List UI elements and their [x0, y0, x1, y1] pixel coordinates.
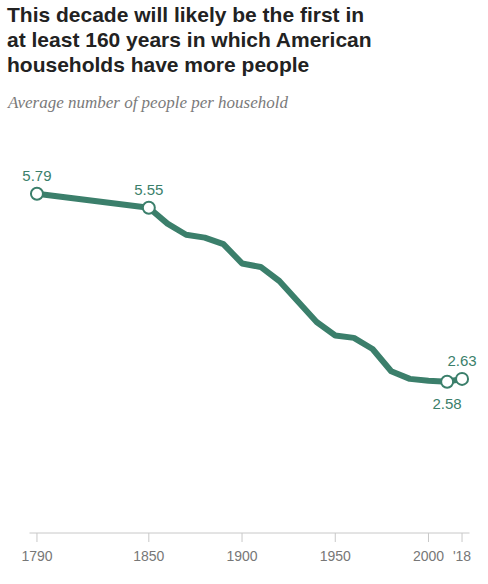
- x-axis: [30, 533, 470, 534]
- x-tick: [242, 533, 243, 542]
- x-tick: [428, 533, 429, 542]
- data-label: 2.58: [433, 395, 462, 412]
- x-tick-label: 2000: [413, 548, 444, 564]
- chart-container: This decade will likely be the first in …: [0, 0, 488, 584]
- x-tick-label: '18: [453, 548, 471, 564]
- data-marker: [456, 373, 468, 385]
- data-marker: [31, 188, 43, 200]
- data-label: 5.79: [22, 167, 51, 184]
- subtitle: Average number of people per household: [7, 93, 288, 112]
- data-marker: [441, 376, 453, 388]
- plot-area: [31, 188, 468, 388]
- x-tick: [36, 533, 37, 542]
- title: This decade will likely be the first in …: [7, 2, 485, 77]
- x-tick-label: 1950: [320, 548, 351, 564]
- data-line: [37, 194, 462, 382]
- x-tick-label: 1900: [226, 548, 257, 564]
- x-tick: [335, 533, 336, 542]
- chart-svg: Average number of people per household 17…: [0, 0, 488, 584]
- x-tick: [462, 533, 463, 542]
- x-tick: [148, 533, 149, 542]
- x-tick-label: 1850: [133, 548, 164, 564]
- x-tick-label: 1790: [21, 548, 52, 564]
- data-label: 2.63: [447, 352, 476, 369]
- data-marker: [143, 202, 155, 214]
- data-label: 5.55: [134, 181, 163, 198]
